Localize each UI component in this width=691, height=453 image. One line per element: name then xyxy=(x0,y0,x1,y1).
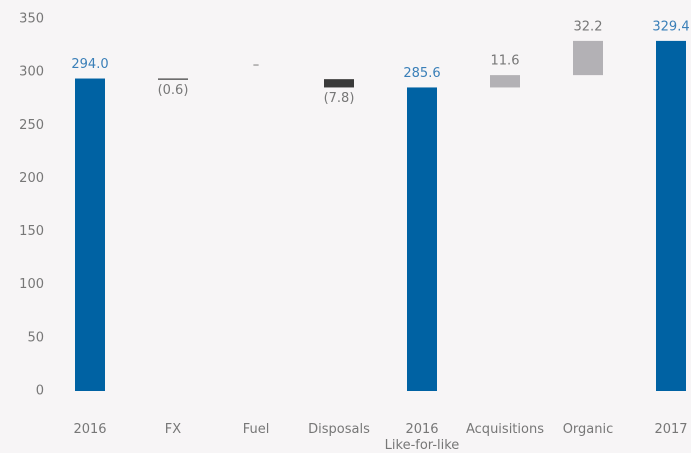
y-tick-label: 200 xyxy=(19,171,44,186)
bar xyxy=(573,40,603,76)
y-tick-label: 250 xyxy=(19,118,44,133)
value-label: 329.4 xyxy=(652,19,689,34)
x-tick-label: 2016 xyxy=(73,422,107,437)
x-tick-label: Organic xyxy=(562,422,614,437)
y-tick-label: 50 xyxy=(27,330,44,345)
bar xyxy=(158,78,188,80)
value-label: – xyxy=(253,58,260,73)
value-label: 294.0 xyxy=(71,57,108,72)
y-tick-label: 150 xyxy=(19,224,44,239)
bar xyxy=(490,75,520,88)
x-tick-label: 2016 Like-for-like xyxy=(384,422,460,453)
x-tick-label: Fuel xyxy=(242,422,270,437)
value-label: (7.8) xyxy=(324,91,355,106)
value-label: (0.6) xyxy=(158,83,189,98)
y-tick-label: 350 xyxy=(19,12,44,27)
value-label: 285.6 xyxy=(403,66,440,81)
value-label: 11.6 xyxy=(491,54,520,69)
x-tick-label: Disposals xyxy=(308,422,370,437)
y-tick-label: 300 xyxy=(19,65,44,80)
x-tick-label: FX xyxy=(164,422,182,437)
bar xyxy=(656,40,686,391)
bar xyxy=(75,78,105,392)
x-tick-label: Acquisitions xyxy=(466,422,544,437)
value-label: 32.2 xyxy=(574,19,603,34)
bar xyxy=(407,87,437,391)
y-tick-label: 100 xyxy=(19,277,44,292)
y-tick-label: 0 xyxy=(36,384,44,399)
bar xyxy=(324,79,354,88)
x-tick-label: 2017 xyxy=(654,422,688,437)
